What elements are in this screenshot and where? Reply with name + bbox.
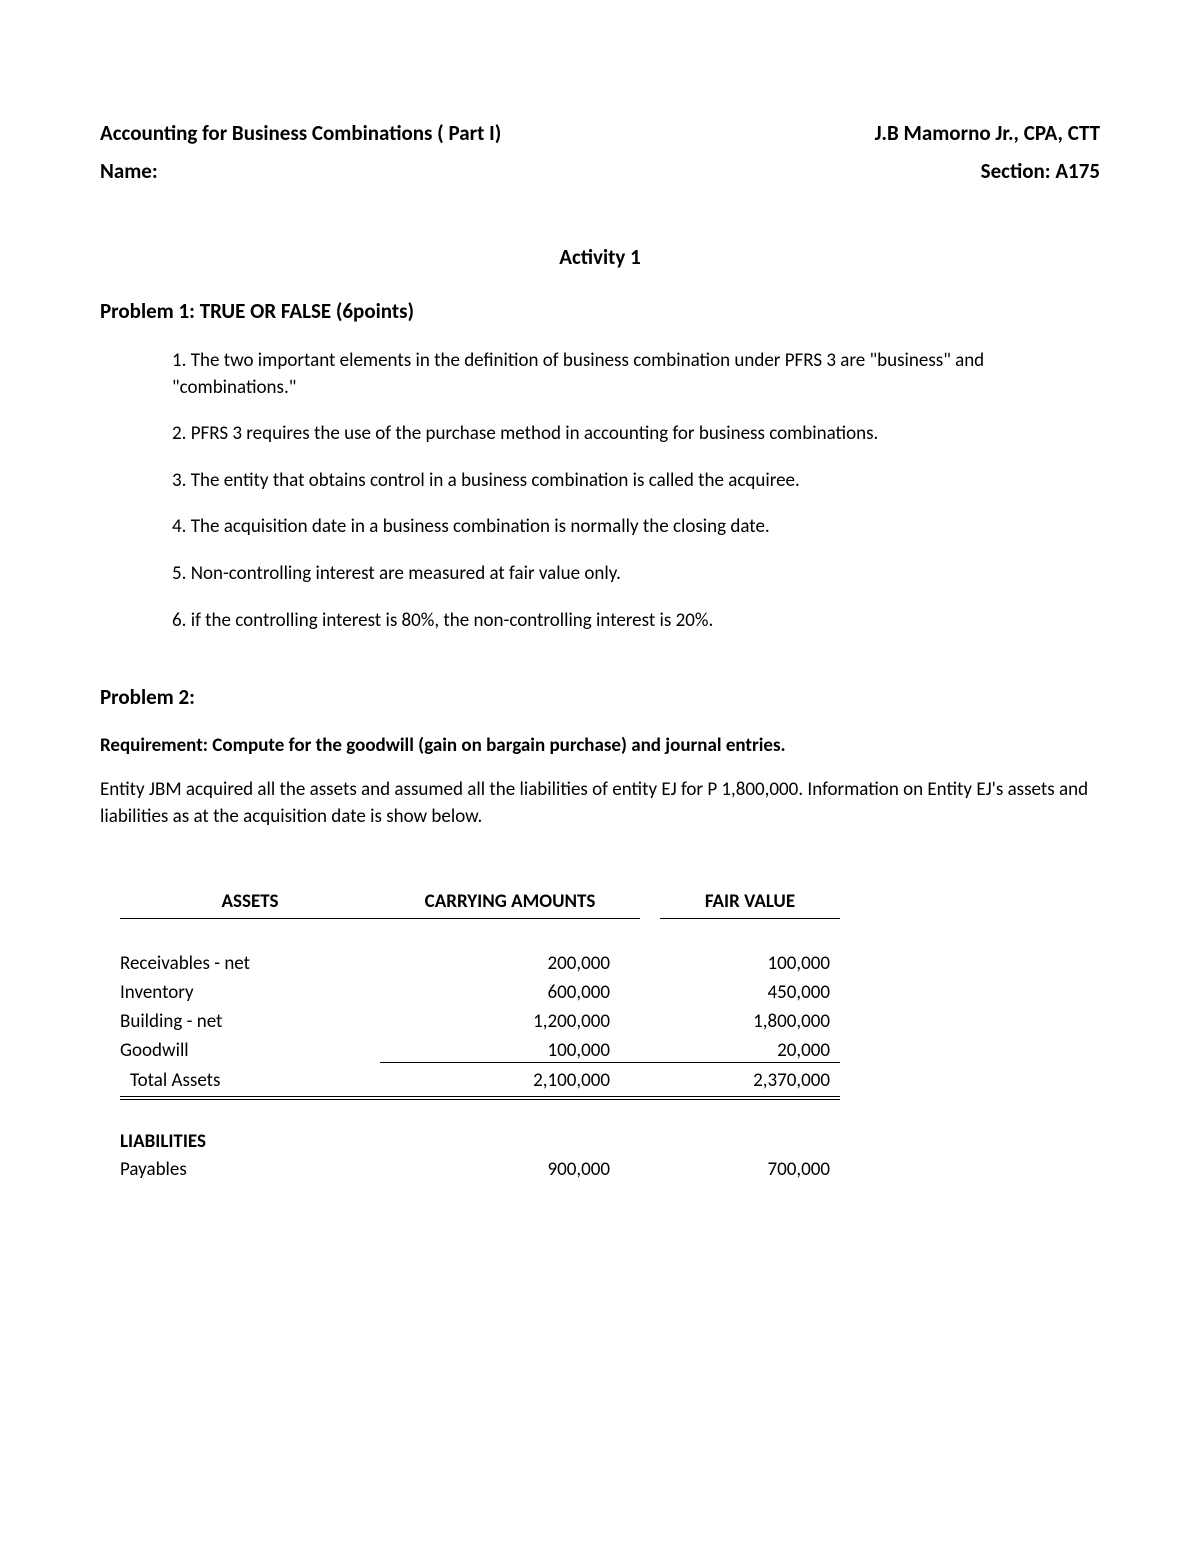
row-fair: 100,000 (640, 952, 840, 975)
total-label: Total Assets (120, 1069, 380, 1092)
tf-item-text: 1. The two important elements in the def… (172, 349, 984, 399)
instructor-name: J.B Mamorno Jr., CPA, CTT (875, 120, 1100, 146)
row-label: Payables (120, 1158, 380, 1181)
tf-item: 1. The two important elements in the def… (100, 348, 1100, 401)
row-carrying: 100,000 (380, 1039, 640, 1063)
row-label: Receivables - net (120, 952, 380, 975)
table-row: Payables 900,000 700,000 (120, 1155, 840, 1184)
course-title: Accounting for Business Combinations ( P… (100, 120, 501, 146)
row-carrying: 600,000 (380, 981, 640, 1004)
problem2-section: Problem 2: Requirement: Compute for the … (100, 684, 1100, 830)
row-label: Inventory (120, 981, 380, 1004)
activity-title: Activity 1 (100, 244, 1100, 270)
row-fair: 1,800,000 (640, 1010, 840, 1033)
tf-item: 6. if the controlling interest is 80%, t… (100, 608, 1100, 635)
liabilities-header: LIABILITIES (120, 1130, 840, 1153)
row-fair: 700,000 (640, 1158, 840, 1181)
row-fair: 450,000 (640, 981, 840, 1004)
liabilities-section: LIABILITIES Payables 900,000 700,000 (120, 1130, 840, 1184)
tf-item: 2. PFRS 3 requires the use of the purcha… (100, 421, 1100, 448)
problem2-title: Problem 2: (100, 684, 1100, 710)
problem1-title: Problem 1: TRUE OR FALSE (6points) (100, 298, 1100, 324)
problem2-description: Entity JBM acquired all the assets and a… (100, 777, 1100, 830)
table-header-row: ASSETS CARRYING AMOUNTS FAIR VALUE (120, 890, 840, 919)
row-carrying: 200,000 (380, 952, 640, 975)
th-fair: FAIR VALUE (660, 890, 840, 919)
assets-table: ASSETS CARRYING AMOUNTS FAIR VALUE Recei… (120, 890, 840, 1184)
row-carrying: 900,000 (380, 1158, 640, 1181)
total-fair: 2,370,000 (640, 1069, 840, 1092)
th-carrying: CARRYING AMOUNTS (380, 890, 640, 919)
table-total-row: Total Assets 2,100,000 2,370,000 (120, 1066, 840, 1100)
row-label: Goodwill (120, 1039, 380, 1063)
table-row: Inventory 600,000 450,000 (120, 978, 840, 1007)
table-row: Building - net 1,200,000 1,800,000 (120, 1007, 840, 1036)
tf-item: 4. The acquisition date in a business co… (100, 514, 1100, 541)
total-carrying: 2,100,000 (380, 1069, 640, 1092)
row-carrying: 1,200,000 (380, 1010, 640, 1033)
table-row: Receivables - net 200,000 100,000 (120, 949, 840, 978)
table-row: Goodwill 100,000 20,000 (120, 1036, 840, 1066)
tf-item: 3. The entity that obtains control in a … (100, 468, 1100, 495)
row-fair: 20,000 (640, 1039, 840, 1063)
name-label: Name: (100, 158, 158, 184)
document-header: Accounting for Business Combinations ( P… (100, 120, 1100, 146)
th-assets: ASSETS (120, 890, 380, 919)
row-label: Building - net (120, 1010, 380, 1033)
document-subheader: Name: Section: A175 (100, 158, 1100, 184)
problem2-requirement: Requirement: Compute for the goodwill (g… (100, 734, 1100, 757)
tf-item: 5. Non-controlling interest are measured… (100, 561, 1100, 588)
section-label: Section: A175 (981, 158, 1100, 184)
